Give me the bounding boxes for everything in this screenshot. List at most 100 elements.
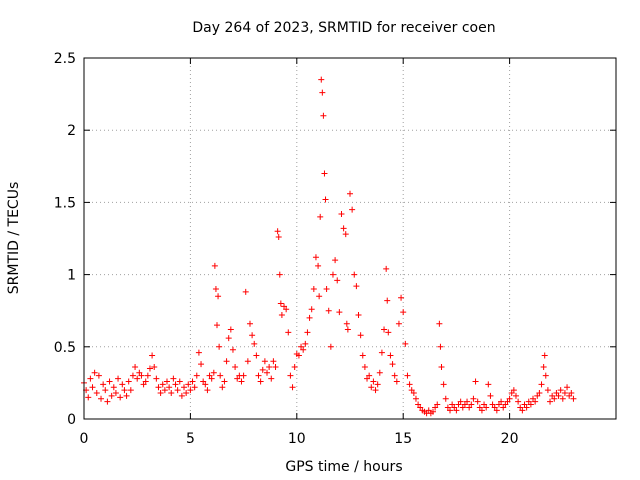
data-point [357, 332, 364, 339]
y-tick-label: 1 [67, 268, 76, 284]
data-point [478, 407, 485, 414]
data-point [320, 112, 327, 119]
y-tick-label: 0 [67, 412, 76, 428]
y-axis-label: SRMTID / TECUs [6, 182, 22, 295]
data-point [142, 378, 149, 385]
data-point [308, 306, 315, 313]
data-point [198, 361, 205, 368]
data-point [161, 387, 168, 394]
data-point [372, 387, 379, 394]
data-point [264, 369, 271, 376]
data-point [221, 378, 228, 385]
data-point [559, 395, 566, 402]
data-point [536, 390, 543, 397]
data-point [238, 378, 245, 385]
data-point [144, 372, 151, 379]
data-point [225, 335, 232, 342]
data-point [193, 372, 200, 379]
data-point [155, 384, 162, 391]
data-point [384, 297, 391, 304]
data-point [327, 343, 334, 350]
data-point [159, 381, 166, 388]
data-point [376, 369, 383, 376]
data-point [361, 364, 368, 371]
data-point [215, 293, 222, 300]
data-point [108, 392, 115, 399]
data-point [300, 346, 307, 353]
data-point [402, 340, 409, 347]
data-point [244, 358, 251, 365]
data-point [321, 170, 328, 177]
data-point [353, 283, 360, 290]
data-point [259, 366, 266, 373]
data-point [85, 394, 92, 401]
data-point [277, 300, 284, 307]
data-point [208, 375, 215, 382]
data-point [178, 392, 185, 399]
data-point [229, 346, 236, 353]
data-point [129, 372, 136, 379]
data-point [342, 231, 349, 238]
data-point [127, 387, 134, 394]
y-tick-label: 1.5 [54, 195, 76, 211]
data-point [253, 352, 260, 359]
data-point [91, 369, 98, 376]
data-point [434, 401, 441, 408]
data-point [289, 384, 296, 391]
data-point [274, 228, 281, 235]
data-point [168, 390, 175, 397]
data-point [275, 234, 282, 241]
data-point [98, 395, 105, 402]
data-point [125, 378, 132, 385]
y-tick-label: 2 [67, 123, 76, 139]
data-point [389, 361, 396, 368]
data-point [368, 384, 375, 391]
data-point [93, 390, 100, 397]
data-point [447, 407, 454, 414]
data-point [183, 390, 190, 397]
data-point [493, 407, 500, 414]
data-point [217, 372, 224, 379]
data-point [359, 352, 366, 359]
data-point [438, 364, 445, 371]
y-tick-label: 0.5 [54, 340, 76, 356]
data-point [398, 294, 405, 301]
data-point [483, 404, 490, 411]
data-point [340, 225, 347, 232]
data-point [323, 286, 330, 293]
data-point [538, 381, 545, 388]
data-point [410, 390, 417, 397]
data-point [212, 286, 219, 293]
data-point [132, 364, 139, 371]
data-point [146, 365, 153, 372]
data-point [255, 372, 262, 379]
data-point [387, 352, 394, 359]
data-point [338, 210, 345, 217]
data-point [319, 89, 326, 96]
data-point [544, 387, 551, 394]
data-point [89, 384, 96, 391]
data-point [557, 387, 564, 394]
data-point [336, 309, 343, 316]
data-point [104, 398, 111, 405]
data-point [117, 394, 124, 401]
data-point [210, 369, 217, 376]
data-point [355, 312, 362, 319]
data-point [532, 398, 539, 405]
data-point [322, 196, 329, 203]
data-point [510, 387, 517, 394]
grid-lines [84, 58, 616, 419]
data-point [437, 343, 444, 350]
x-tick-label: 15 [394, 431, 412, 447]
data-point [325, 307, 332, 314]
data-point [87, 375, 94, 382]
data-point [453, 407, 460, 414]
data-point [315, 262, 322, 269]
data-point [412, 395, 419, 402]
data-point [291, 364, 298, 371]
data-point [332, 257, 339, 264]
data-point [278, 312, 285, 319]
data-point [112, 390, 119, 397]
data-point [189, 378, 196, 385]
data-point [306, 314, 313, 321]
